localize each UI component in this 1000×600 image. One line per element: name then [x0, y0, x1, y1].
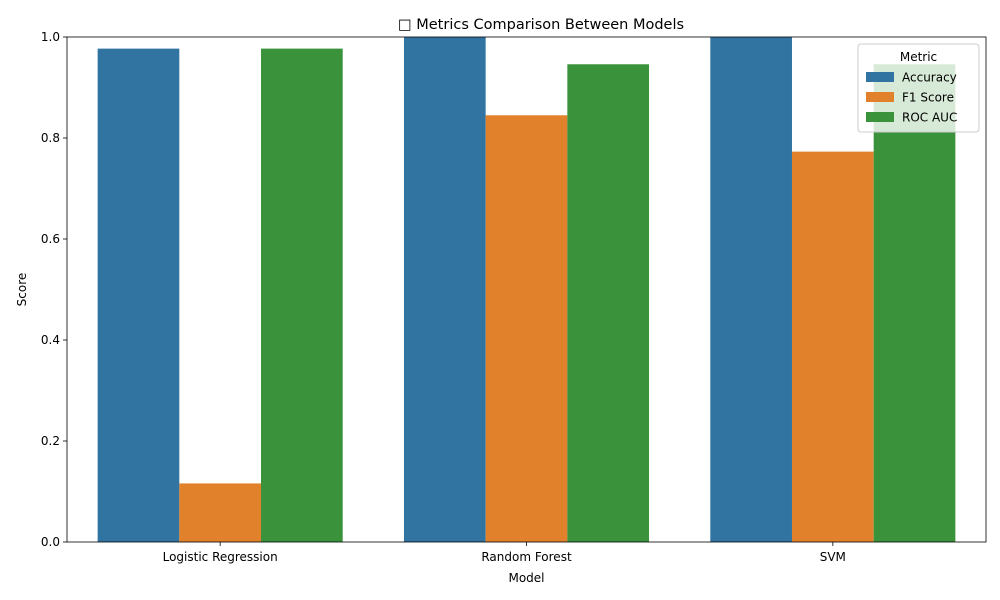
legend-box	[857, 43, 980, 133]
y-tick-label: 0.6	[41, 232, 60, 246]
bar-accuracy-2	[710, 37, 792, 542]
y-axis: 0.0 0.2 0.4 0.6 0.8 1.0	[41, 30, 67, 549]
bar-f1-score-1	[485, 115, 568, 542]
bar-roc-auc-1	[567, 64, 650, 543]
legend-label-roc-auc: ROC AUC	[902, 111, 957, 125]
legend-label-f1-score: F1 Score	[902, 91, 954, 105]
bar-accuracy-1	[403, 37, 486, 542]
bar-roc-auc-2	[873, 64, 956, 543]
x-tick-label: Logistic Regression	[163, 550, 278, 564]
legend: Metric Accuracy F1 Score ROC AUC	[857, 43, 980, 133]
y-tick-label: 0.4	[41, 333, 60, 347]
x-tick-label: SVM	[820, 550, 846, 564]
legend-swatch-accuracy	[866, 72, 894, 82]
bar-accuracy-0	[97, 48, 180, 543]
legend-swatch-roc-auc	[866, 112, 894, 122]
x-axis-label: Model	[508, 571, 544, 585]
x-tick-label: Random Forest	[481, 550, 572, 564]
y-tick-label: 0.8	[41, 131, 60, 145]
chart-title: □ Metrics Comparison Between Models	[398, 17, 684, 33]
legend-swatch-f1-score	[866, 92, 894, 102]
legend-label-accuracy: Accuracy	[902, 71, 957, 85]
y-tick-label: 1.0	[41, 30, 60, 44]
y-tick-label: 0.2	[41, 434, 60, 448]
bar-f1-score-0	[179, 483, 262, 542]
x-axis: Logistic Regression Random Forest SVM	[163, 542, 846, 564]
bar-roc-auc-0	[261, 48, 343, 543]
bars-group	[97, 37, 956, 543]
bar-f1-score-2	[791, 151, 874, 542]
legend-title: Metric	[900, 50, 937, 64]
y-axis-label: Score	[15, 273, 29, 307]
y-tick-label: 0.0	[41, 535, 60, 549]
